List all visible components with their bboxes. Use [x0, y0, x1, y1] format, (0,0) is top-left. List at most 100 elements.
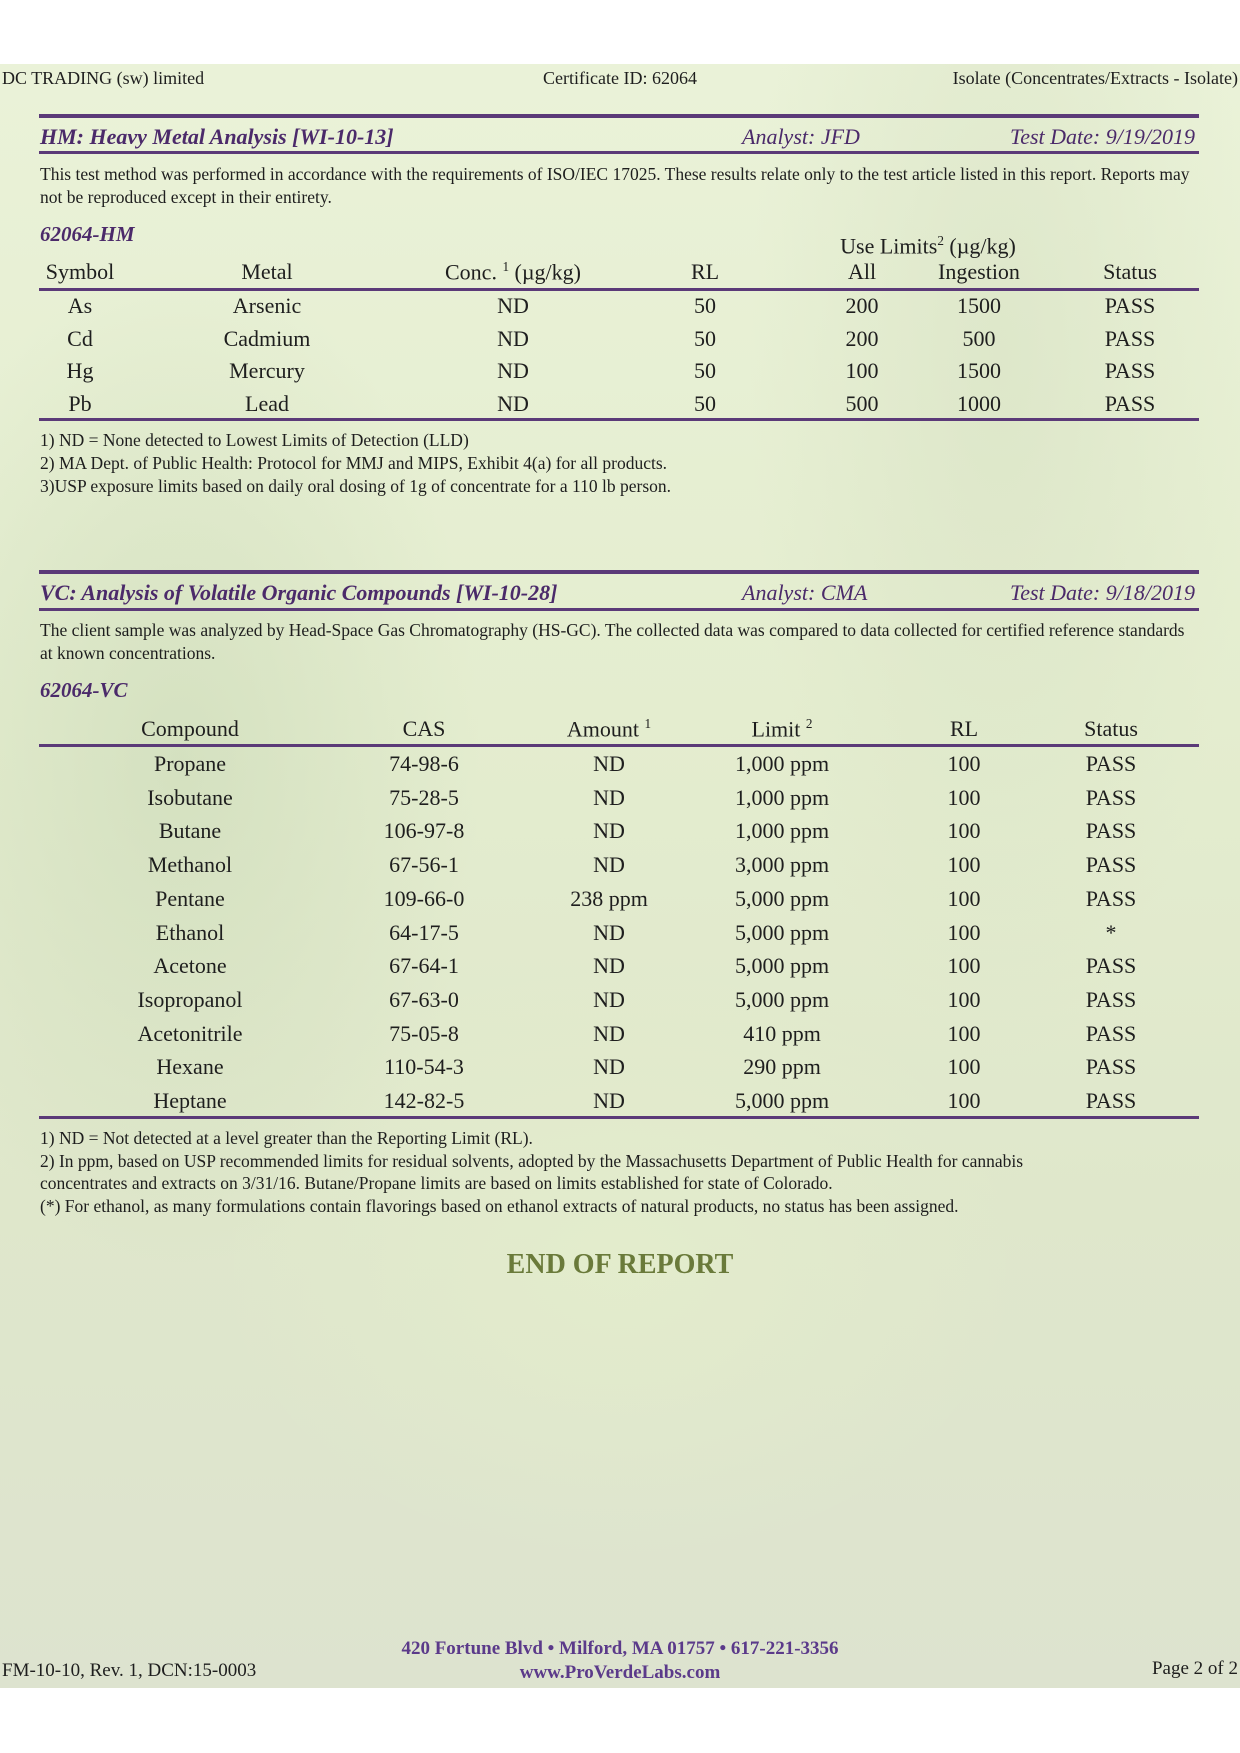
vc-section-title: VC: Analysis of Volatile Organic Compoun… [40, 580, 558, 605]
column-header: RL [691, 259, 719, 285]
hm-test-date: Test Date: 9/19/2019 [1010, 124, 1195, 149]
table-cell: ND [593, 919, 625, 945]
footnote-ref: 2 [937, 233, 944, 248]
column-header-label: Metal [241, 259, 293, 284]
table-cell: 100 [947, 885, 981, 911]
form-number: FM-10-10, Rev. 1, DCN:15-0003 [2, 1660, 257, 1681]
table-cell: 1000 [957, 390, 1001, 416]
sample-matrix: Isolate (Concentrates/Extracts - Isolate… [952, 68, 1238, 88]
lab-website[interactable]: www.ProVerdeLabs.com [519, 1662, 721, 1683]
column-header-label: Compound [141, 716, 239, 741]
table-cell: Cd [67, 325, 93, 351]
client-name: DC TRADING (sw) limited [2, 68, 205, 88]
footnote-ref: 2 [805, 716, 813, 731]
column-header: Status [1084, 716, 1138, 742]
hm-description: This test method was performed in accord… [40, 164, 1190, 207]
column-header: RL [950, 716, 978, 742]
table-cell: 200 [845, 325, 879, 351]
table-cell: 5,000 ppm [734, 986, 830, 1012]
table-cell: 67-63-0 [389, 986, 459, 1012]
table-cell: PASS [1085, 1054, 1137, 1080]
vc-test-date: Test Date: 9/18/2019 [1010, 580, 1195, 605]
table-cell: PASS [1085, 953, 1137, 979]
table-cell: Acetone [153, 953, 227, 979]
table-cell: ND [593, 784, 625, 810]
table-cell: PASS [1104, 293, 1156, 318]
table-cell: 142-82-5 [383, 1088, 465, 1113]
footnote: 1) ND = Not detected at a level greater … [40, 1128, 533, 1148]
table-cell: PASS [1085, 1020, 1137, 1046]
column-unit: (µg/kg) [514, 259, 581, 285]
table-cell: Hexane [156, 1054, 224, 1080]
column-header-label: CAS [402, 716, 446, 741]
column-header-label: Status [1084, 716, 1138, 741]
column-header: CAS [403, 716, 446, 742]
table-cell: 67-64-1 [389, 953, 459, 979]
table-cell: PASS [1085, 751, 1137, 776]
table-cell: 75-28-5 [389, 784, 459, 810]
table-cell: 238 ppm [570, 885, 648, 911]
footnote-ref: 1 [502, 259, 510, 274]
table-cell: ND [497, 325, 529, 351]
column-header-label: Status [1103, 259, 1157, 284]
section-divider [39, 151, 1199, 154]
end-of-report: END OF REPORT [506, 1249, 734, 1280]
column-header: Compound [141, 716, 239, 742]
table-cell: Propane [153, 751, 227, 776]
page-number: Page 2 of 2 [1151, 1658, 1238, 1679]
table-cell: 1,000 ppm [734, 784, 830, 810]
table-cell: Cadmium [223, 325, 311, 351]
table-cell: 1500 [957, 358, 1001, 383]
table-cell: 3,000 ppm [734, 852, 830, 878]
table-cell: Butane [158, 818, 222, 844]
table-cell: 1500 [957, 293, 1001, 318]
column-header-label: RL [949, 716, 979, 741]
table-cell: PASS [1085, 986, 1137, 1012]
table-cell: 5,000 ppm [734, 919, 830, 945]
footnote: (*) For ethanol, as many formulations co… [40, 1195, 959, 1216]
footnote: concentrates and extracts on 3/31/16. Bu… [40, 1173, 833, 1194]
table-cell: 1,000 ppm [734, 751, 830, 776]
table-cell: Pentane [155, 885, 225, 911]
hm-sample-id: 62064-HM [40, 222, 135, 246]
column-header: All [848, 259, 876, 285]
table-cell: 100 [947, 751, 981, 776]
table-cell: ND [593, 1020, 625, 1046]
table-cell: ND [497, 358, 529, 383]
table-cell: Pb [68, 390, 92, 416]
table-cell: ND [497, 293, 529, 318]
table-cell: ND [593, 751, 625, 776]
vc-analyst: Analyst: CMA [742, 580, 868, 605]
table-cell: 500 [845, 390, 879, 416]
table-cell: ND [593, 1054, 625, 1080]
table-cell: 50 [694, 358, 716, 383]
table-header-rule [39, 744, 1199, 747]
certificate-id: Certificate ID: 62064 [543, 68, 697, 88]
table-cell: 5,000 ppm [734, 953, 830, 979]
table-cell: ND [593, 852, 625, 878]
use-limits-label: Use Limits [840, 233, 938, 259]
vc-sample-id: 62064-VC [40, 678, 128, 702]
column-header: Amount 1 [567, 716, 651, 742]
table-cell: 100 [947, 852, 981, 878]
lab-address: 420 Fortune Blvd • Milford, MA 01757 • 6… [401, 1638, 839, 1659]
footnote: 2) MA Dept. of Public Health: Protocol f… [40, 453, 668, 473]
column-header: Status [1103, 259, 1157, 285]
section-divider [39, 570, 1199, 574]
table-cell: 50 [694, 293, 716, 318]
table-cell: 5,000 ppm [734, 885, 830, 911]
vc-description: The client sample was analyzed by Head-S… [40, 620, 1185, 663]
table-cell: 109-66-0 [383, 885, 465, 911]
column-header-label: Symbol [45, 259, 115, 284]
table-bottom-rule [39, 1116, 1199, 1119]
table-cell: 290 ppm [743, 1054, 821, 1080]
hm-analyst: Analyst: JFD [742, 124, 860, 149]
table-cell: PASS [1104, 358, 1156, 383]
column-header-label: Limit [751, 716, 801, 742]
column-header: Metal [241, 259, 292, 285]
table-cell: As [67, 293, 93, 318]
table-cell: ND [593, 953, 625, 979]
table-cell: PASS [1085, 885, 1137, 911]
table-cell: 64-17-5 [389, 919, 459, 945]
table-cell: 100 [845, 358, 879, 383]
